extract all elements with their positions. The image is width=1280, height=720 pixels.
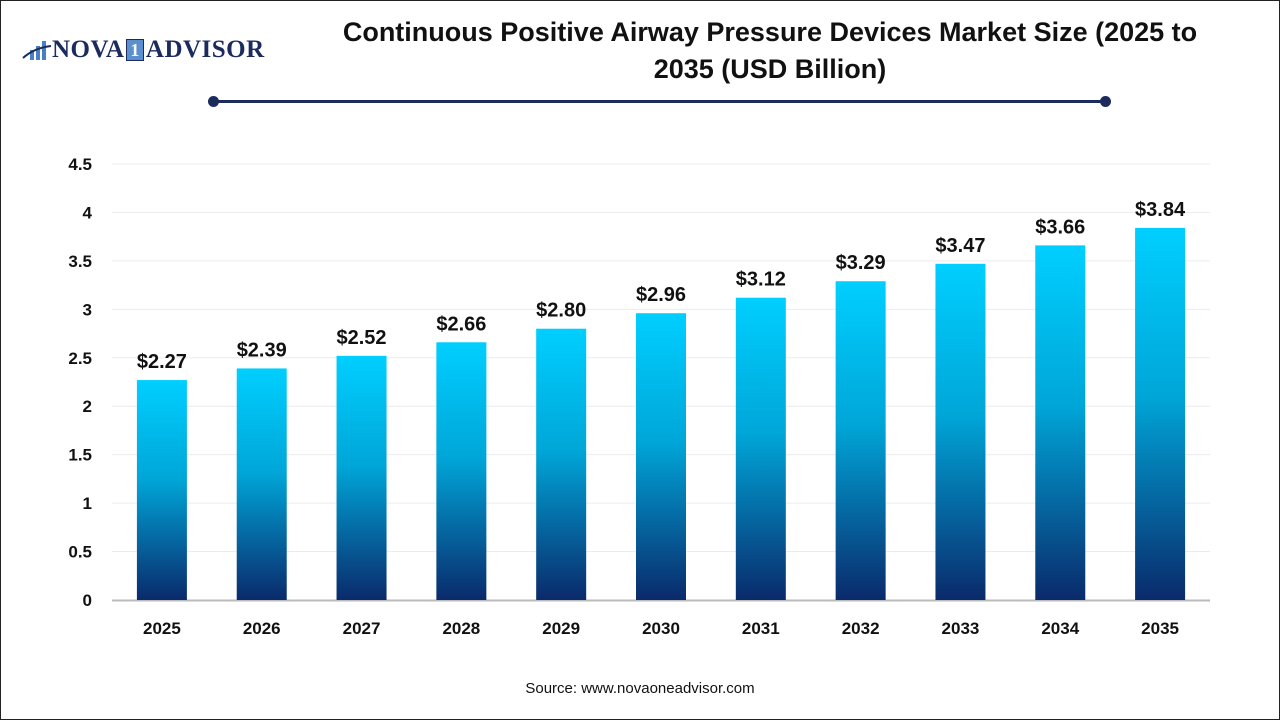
y-tick-label: 1: [83, 494, 92, 513]
data-label: $2.27: [137, 351, 187, 373]
data-label: $2.80: [536, 300, 586, 322]
bar-2031: [735, 297, 786, 600]
y-tick-label: 3.5: [68, 252, 92, 271]
x-tick-label: 2035: [1141, 619, 1179, 638]
data-label: $2.66: [436, 313, 486, 335]
bar-2035: [1135, 227, 1186, 601]
x-tick-label: 2031: [742, 619, 780, 638]
logo-text-one: 1: [126, 39, 144, 61]
bar-2034: [1035, 245, 1086, 601]
bar-2030: [636, 313, 686, 600]
y-tick-label: 1.5: [68, 446, 92, 465]
bar-2029: [536, 328, 587, 600]
y-tick-label: 3: [83, 300, 92, 319]
bar-2025: [136, 380, 187, 600]
logo-text-nova: NOVA: [52, 36, 125, 63]
logo: NOVA 1 ADVISOR: [22, 36, 265, 64]
source-note: Source: www.novaoneadvisor.com: [525, 680, 755, 697]
x-tick-label: 2028: [442, 619, 480, 638]
bar-2032: [835, 281, 886, 600]
y-tick-label: 4.5: [68, 155, 92, 174]
bar-2033: [935, 263, 986, 600]
title-divider: [213, 100, 1106, 103]
x-tick-label: 2034: [1041, 619, 1079, 638]
bar-2028: [436, 342, 487, 600]
data-label: $3.12: [736, 269, 786, 291]
data-label: $3.66: [1035, 216, 1085, 238]
logo-text-advisor: ADVISOR: [145, 36, 265, 63]
bar-2027: [336, 355, 387, 600]
x-tick-label: 2026: [243, 619, 281, 638]
y-tick-label: 0: [83, 591, 92, 610]
divider-dot-left: [208, 96, 219, 107]
divider-dot-right: [1100, 96, 1111, 107]
y-tick-label: 2: [83, 397, 92, 416]
data-label: $2.52: [337, 327, 387, 349]
data-label: $2.39: [237, 339, 287, 361]
bar-chart-logo-icon: [22, 41, 52, 60]
y-tick-label: 0.5: [68, 543, 92, 562]
data-label: $3.29: [836, 252, 886, 274]
y-tick-label: 2.5: [68, 349, 92, 368]
bar-2026: [236, 368, 287, 600]
data-label: $3.84: [1135, 199, 1186, 221]
x-tick-label: 2032: [842, 619, 880, 638]
x-tick-label: 2025: [143, 619, 181, 638]
x-tick-label: 2027: [343, 619, 381, 638]
chart-title: Continuous Positive Airway Pressure Devi…: [342, 17, 1198, 84]
y-tick-label: 4: [83, 203, 93, 222]
x-tick-label: 2029: [542, 619, 580, 638]
x-tick-label: 2030: [642, 619, 680, 638]
data-label: $2.96: [636, 284, 686, 306]
x-tick-label: 2033: [942, 619, 980, 638]
data-label: $3.47: [935, 235, 985, 257]
